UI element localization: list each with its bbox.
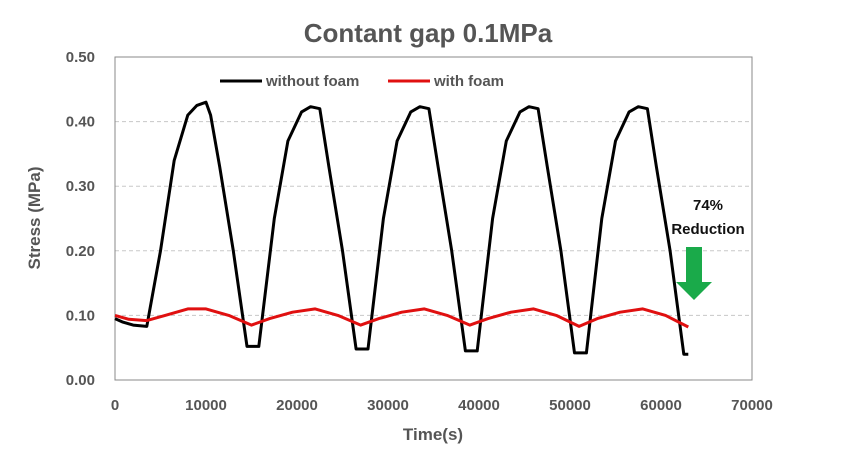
reduction-annotation: 74% Reduction [671, 197, 745, 300]
down-arrow-icon [676, 247, 712, 300]
x-tick-label: 60000 [640, 397, 682, 414]
y-tick-label: 0.40 [66, 114, 95, 131]
plot-area-border [114, 56, 753, 381]
x-tick-label: 20000 [276, 397, 318, 414]
legend: without foam with foam [220, 73, 504, 90]
y-tick-label: 0.20 [66, 243, 95, 260]
reduction-word-label: Reduction [671, 221, 744, 238]
x-axis-title: Time(s) [403, 425, 463, 444]
y-tick-label: 0.00 [66, 372, 95, 389]
x-axis-ticks: 0 10000 20000 30000 40000 50000 60000 70000 [111, 397, 773, 414]
x-tick-label: 10000 [185, 397, 227, 414]
reduction-percent-label: 74% [693, 197, 723, 214]
series-line-without-foam [114, 100, 689, 356]
x-tick-label: 70000 [731, 397, 773, 414]
y-tick-label: 0.10 [66, 307, 95, 324]
series-line-with-foam [114, 307, 689, 329]
grid-lines [115, 56, 752, 316]
x-tick-label: 0 [111, 397, 119, 414]
legend-label-without-foam: without foam [265, 73, 359, 90]
legend-label-with-foam: with foam [433, 73, 504, 90]
y-axis-title: Stress (MPa) [25, 167, 44, 270]
y-tick-label: 0.30 [66, 178, 95, 195]
x-tick-label: 50000 [549, 397, 591, 414]
data-series [114, 100, 689, 356]
x-tick-label: 30000 [367, 397, 409, 414]
y-tick-label: 0.50 [66, 49, 95, 66]
x-tick-label: 40000 [458, 397, 500, 414]
y-axis-ticks: 0.00 0.10 0.20 0.30 0.40 0.50 [66, 49, 95, 389]
chart-title: Contant gap 0.1MPa [304, 18, 553, 48]
